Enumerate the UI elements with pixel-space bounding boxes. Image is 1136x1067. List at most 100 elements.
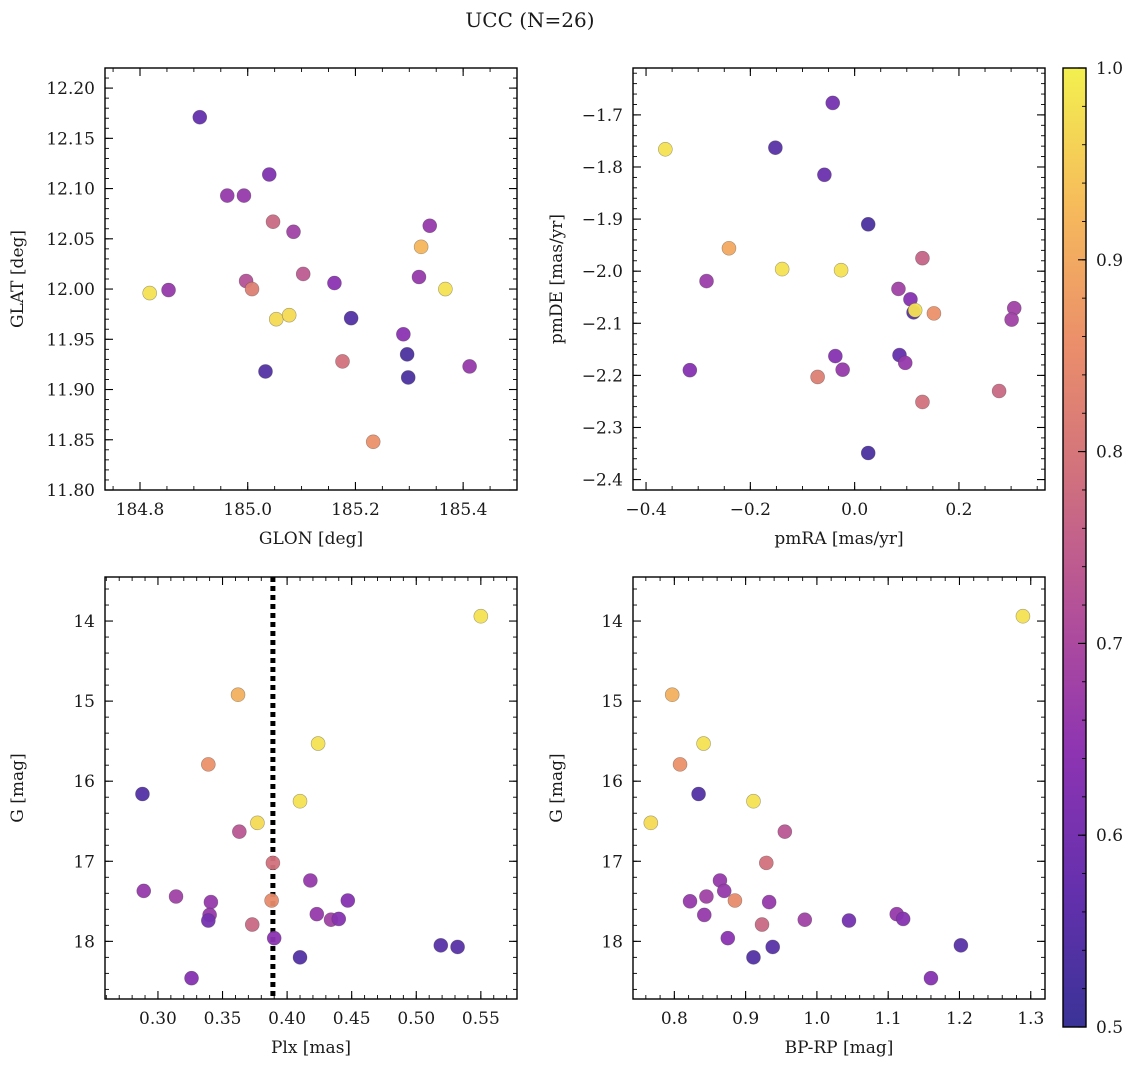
data-point	[265, 214, 281, 230]
data-point	[828, 348, 843, 364]
data-point	[691, 786, 706, 802]
data-point	[895, 911, 911, 927]
x-axis-label: BP-RP [mag]	[785, 1038, 894, 1058]
data-point	[168, 889, 184, 904]
data-point	[860, 216, 876, 232]
colorbar-tick-label: 0.8	[1096, 443, 1123, 463]
data-point	[721, 240, 737, 256]
colorbar-tick-label: 1.0	[1096, 59, 1123, 79]
colorbar-tick-label: 0.7	[1096, 634, 1123, 654]
data-point	[281, 307, 297, 323]
x-axis-label: GLON [deg]	[259, 529, 363, 549]
x-tick-label: 185.4	[439, 500, 488, 520]
x-tick-label: 0.40	[268, 1009, 306, 1029]
x-tick-label: 185.0	[223, 500, 272, 520]
data-point	[991, 383, 1007, 399]
x-axis-label: pmRA [mas/yr]	[774, 529, 903, 549]
data-point	[310, 736, 326, 751]
y-axis-label: pmDE [mas/yr]	[547, 214, 567, 344]
data-point	[264, 893, 279, 908]
data-point	[817, 167, 832, 183]
figure-title: UCC (N=26)	[465, 8, 594, 32]
data-point	[696, 736, 711, 751]
data-point	[891, 281, 906, 297]
y-tick-label: −2.3	[582, 418, 623, 438]
data-point	[473, 608, 489, 624]
colorbar-gradient	[1063, 68, 1086, 1027]
data-point	[327, 275, 342, 291]
data-point	[727, 893, 743, 908]
data-point	[699, 273, 714, 289]
y-tick-label: 15	[73, 692, 95, 712]
x-tick-label: 0.30	[139, 1009, 177, 1029]
data-point	[184, 970, 199, 986]
data-point	[765, 939, 781, 955]
panel-4: 0.8 0.9 1.0 1.1 1.2 1.3 14 15 16 17 18 BP-RP [mag] G…	[547, 576, 1046, 1058]
data-point	[331, 911, 347, 927]
x-tick-label: 1.1	[875, 1009, 902, 1029]
data-point	[192, 109, 208, 125]
data-point	[340, 893, 356, 908]
panel-3: 0.30 0.35 0.40 0.45 0.50 0.55 14 15 16 17 18 Plx [m…	[8, 576, 518, 1058]
x-tick-label: −0.4	[625, 500, 666, 520]
y-tick-label: 14	[73, 612, 95, 632]
data-point	[658, 141, 673, 157]
x-tick-label: −0.2	[730, 500, 771, 520]
data-point	[643, 815, 659, 831]
plot-frame	[104, 67, 518, 491]
y-tick-label: −2.2	[582, 366, 623, 386]
x-tick-label: 0.45	[333, 1009, 371, 1029]
y-tick-label: 12.10	[46, 180, 95, 200]
data-point	[953, 938, 969, 953]
data-point	[244, 917, 260, 932]
x-tick-label: 185.2	[331, 500, 380, 520]
data-point	[746, 950, 761, 965]
x-tick-label: 0.2	[945, 500, 972, 520]
data-point	[232, 824, 247, 839]
y-tick-label: 11.90	[46, 381, 95, 401]
panel-2: −0.4 −0.2 0.0 0.2 −2.4 −2.3 −2.2 −2.1 −2.0 −1.9 −1…	[547, 67, 1046, 549]
data-point	[682, 362, 698, 378]
data-point	[825, 95, 841, 111]
y-axis-label: G [mag]	[8, 753, 28, 822]
data-point	[396, 326, 411, 342]
x-tick-label: 1.3	[1017, 1009, 1044, 1029]
y-tick-label: 12.00	[46, 280, 95, 300]
data-point	[309, 906, 325, 922]
data-point	[335, 354, 350, 369]
data-point	[258, 364, 273, 379]
x-tick-label: 0.9	[732, 1009, 759, 1029]
data-point	[768, 140, 783, 156]
data-point	[295, 266, 311, 282]
x-tick-label: 1.2	[946, 1009, 973, 1029]
y-tick-label: 12.20	[46, 79, 95, 99]
data-point	[462, 359, 477, 374]
data-point	[915, 394, 930, 410]
data-point	[797, 912, 813, 928]
data-point	[907, 302, 923, 318]
data-point	[411, 269, 427, 285]
data-point	[201, 913, 216, 928]
data-point	[292, 950, 308, 965]
colorbar: 0.5 0.6 0.7 0.8 0.9 1.0	[1062, 59, 1123, 1038]
plot-frame	[632, 67, 1046, 491]
data-point	[777, 824, 793, 839]
data-point	[433, 938, 449, 953]
data-point	[268, 311, 284, 327]
y-tick-label: 11.85	[46, 431, 95, 451]
colorbar-tick-label: 0.6	[1096, 826, 1123, 846]
data-point	[1004, 312, 1019, 327]
data-point	[774, 261, 790, 277]
data-point	[365, 434, 381, 450]
y-tick-label: −1.9	[582, 210, 623, 230]
data-point	[203, 894, 219, 910]
data-point	[450, 939, 465, 955]
panels: 184.8 185.0 185.2 185.4 11.80 11.85 11.90 11.95…	[8, 67, 1046, 1058]
data-point	[746, 793, 761, 809]
data-point	[422, 218, 438, 234]
data-point	[696, 907, 712, 923]
data-point	[754, 917, 770, 932]
data-point	[716, 883, 732, 899]
data-point	[761, 894, 777, 910]
